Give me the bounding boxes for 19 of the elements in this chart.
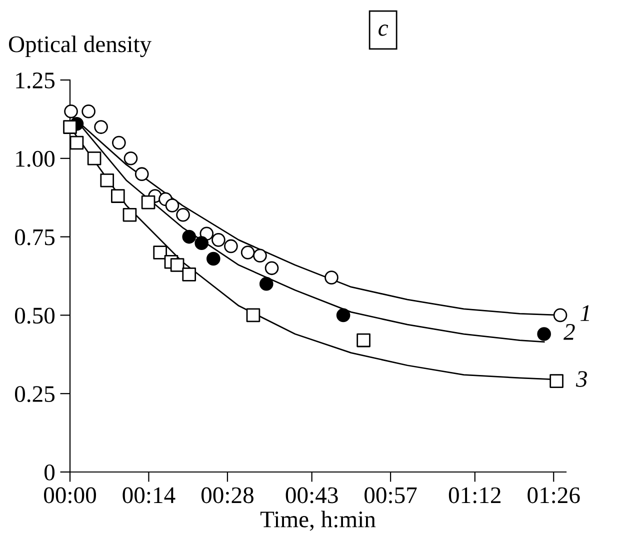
x-tick-label: 01:12 — [448, 487, 500, 504]
x-axis-title: Time, h:min — [260, 510, 376, 531]
y-tick-label: 0.25 — [14, 386, 54, 402]
y-tick-label: 0 — [44, 464, 55, 480]
x-tick-label: 00:43 — [286, 487, 338, 504]
x-tick-label: 00:14 — [122, 487, 176, 504]
series-label: 1 — [580, 305, 589, 321]
x-tick-label: 00:28 — [201, 487, 254, 504]
y-tick-label: 0.75 — [14, 229, 54, 246]
y-tick-label: 0.50 — [14, 308, 55, 324]
x-tick-label: 00:57 — [364, 487, 417, 504]
y-tick-label: 1.25 — [16, 72, 54, 89]
series-label: 2 — [564, 324, 575, 340]
text: c — [378, 24, 388, 36]
y-tick-label: 1.00 — [16, 150, 55, 167]
series-label: 3 — [576, 371, 587, 387]
y-axis-title: Optical density — [8, 36, 152, 58]
x-tick-label: 00:00 — [44, 487, 96, 504]
x-tick-label: 01:26 — [528, 487, 580, 504]
